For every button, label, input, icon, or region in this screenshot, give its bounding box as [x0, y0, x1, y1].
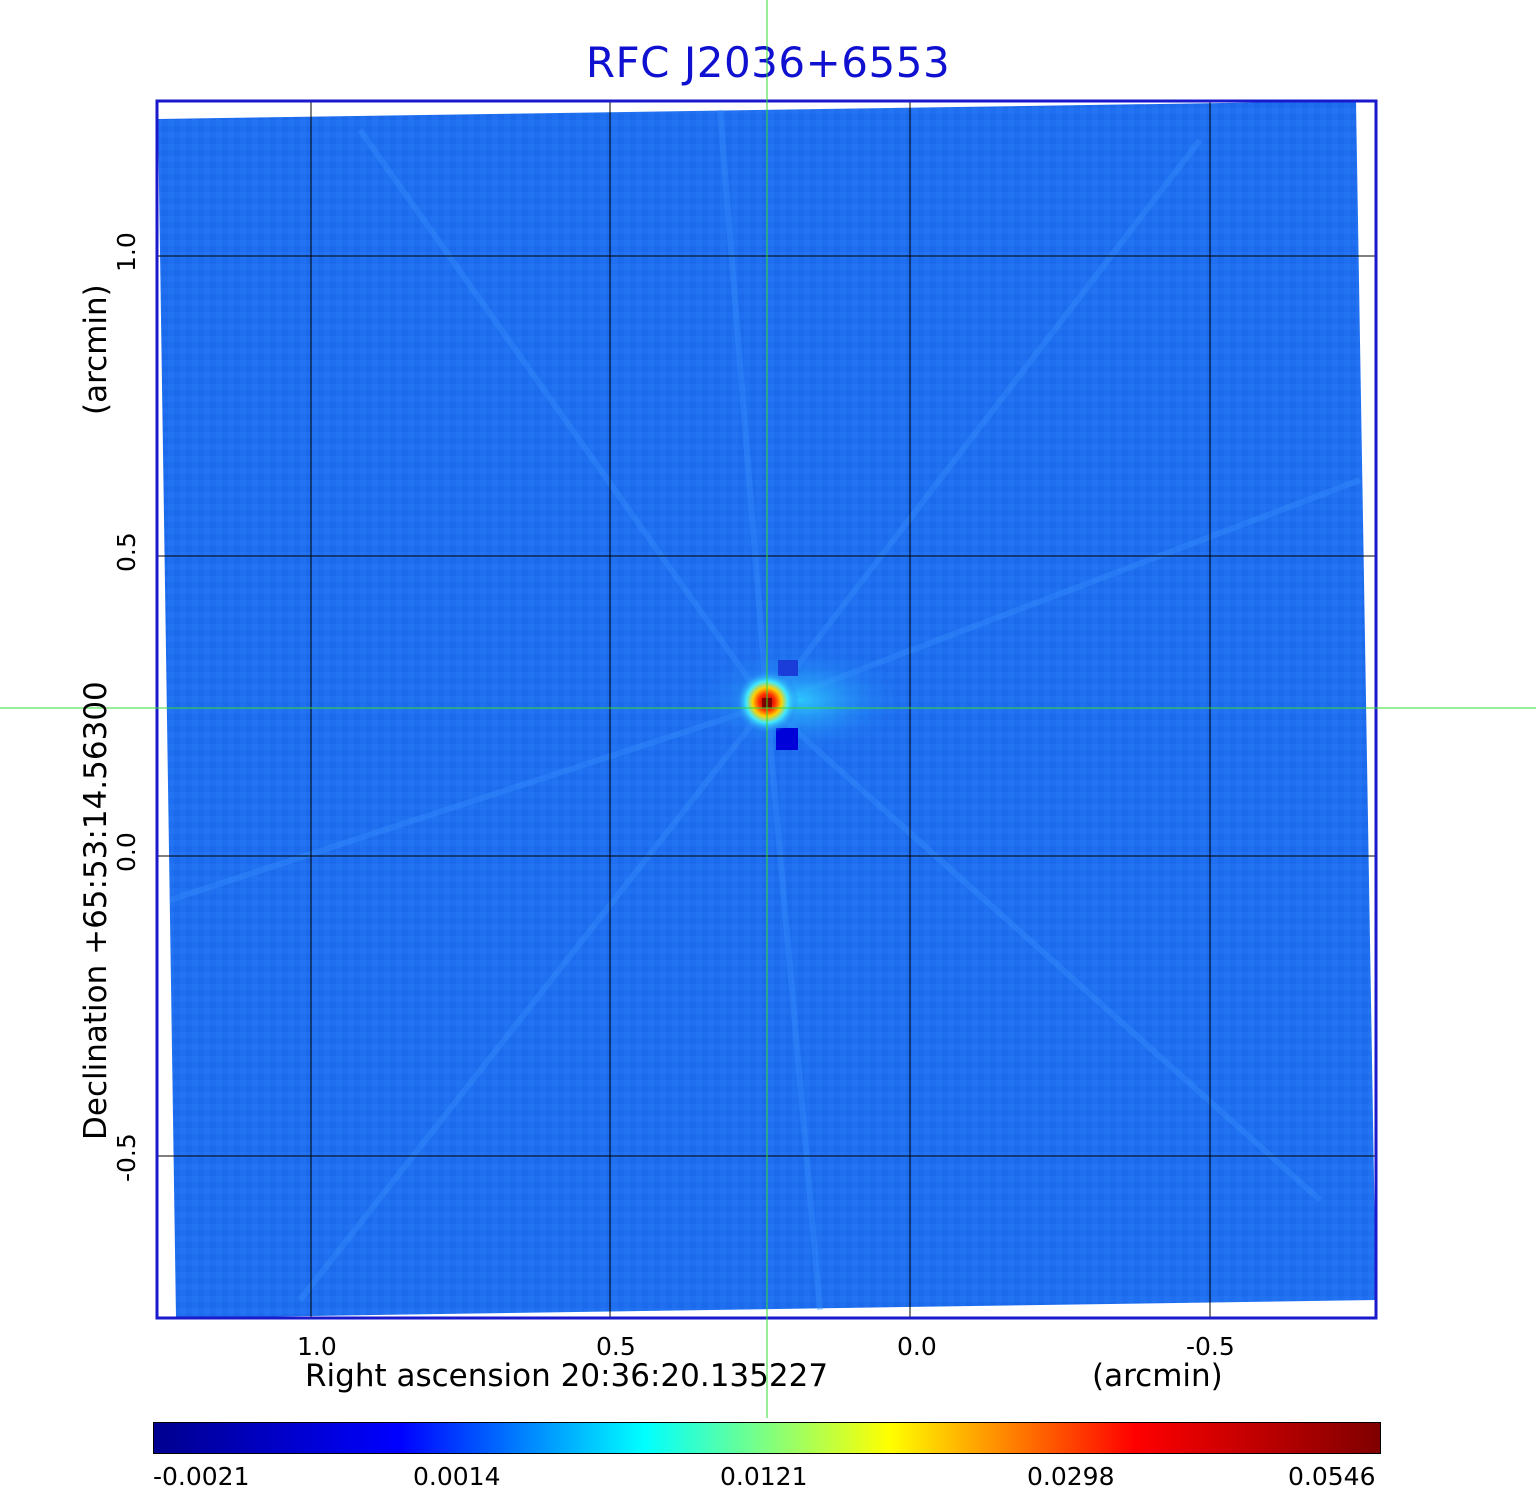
sidelobe-streaks: [169, 109, 1362, 1311]
colorbar-tick-label: 0.0546: [1288, 1462, 1376, 1491]
source-halo: [690, 645, 910, 755]
y-tick-label: -0.5: [112, 1133, 141, 1182]
colorbar-tick-label: 0.0014: [413, 1462, 501, 1491]
x-tick-label: 1.0: [297, 1332, 337, 1361]
y-tick-label: 0.0: [112, 832, 141, 872]
x-tick-label: -0.5: [1186, 1332, 1235, 1361]
y-axis-label: Declination +65:53:14.56300: [78, 681, 114, 1140]
x-tick-label: 0.5: [596, 1332, 636, 1361]
negative-blob: [778, 660, 798, 676]
y-tick-label: 1.0: [112, 232, 141, 272]
colorbar-tick-label: 0.0121: [720, 1462, 808, 1491]
colorbar-tick-label: 0.0298: [1027, 1462, 1115, 1491]
x-tick-label: 0.0: [897, 1332, 937, 1361]
crosshair[interactable]: [0, 0, 1536, 1418]
y-tick-label: 0.5: [112, 532, 141, 572]
y-axis-unit: (arcmin): [78, 284, 114, 415]
plot-title: RFC J2036+6553: [585, 38, 951, 87]
negative-blob: [776, 728, 798, 750]
colorbar-tick-label: -0.0021: [153, 1462, 250, 1491]
colorbar: [153, 1422, 1381, 1454]
x-axis-unit: (arcmin): [1092, 1358, 1223, 1394]
x-axis-label: Right ascension 20:36:20.135227: [305, 1358, 829, 1394]
